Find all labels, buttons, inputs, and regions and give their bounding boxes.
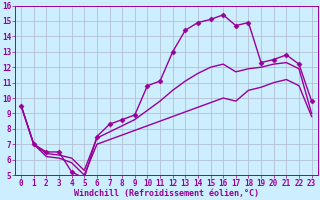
X-axis label: Windchill (Refroidissement éolien,°C): Windchill (Refroidissement éolien,°C) xyxy=(74,189,259,198)
